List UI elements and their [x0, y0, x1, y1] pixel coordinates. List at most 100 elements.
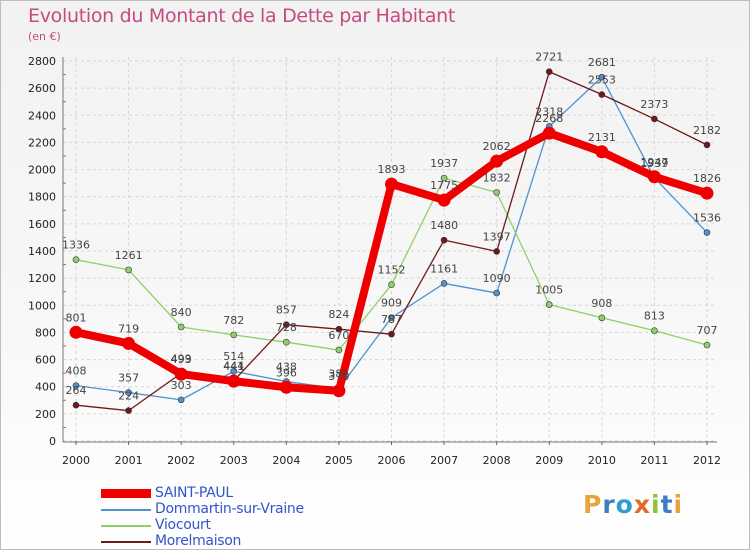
x-tick-label: 2004: [272, 454, 300, 467]
y-tick-label: 2800: [28, 55, 56, 68]
y-tick-label: 2600: [28, 82, 56, 95]
data-labels: 408 357 303 514 438 386 909 1161 1090 2318 2681 193…: [62, 51, 721, 403]
data-label-morelmaison: 2553: [588, 74, 616, 87]
data-point-viocourt: [335, 346, 343, 354]
data-point-viocourt: [545, 301, 553, 308]
x-tick-label: 2002: [167, 454, 195, 467]
data-label-morelmaison: 787: [381, 313, 402, 326]
data-label-dommartin-sur-vraine: 909: [381, 297, 402, 310]
data-label-viocourt: 707: [697, 324, 718, 337]
data-label-viocourt: 840: [171, 306, 192, 319]
x-tick-label: 2006: [378, 454, 406, 467]
data-label-viocourt: 1152: [378, 264, 406, 277]
logo-letter: o: [615, 490, 634, 519]
data-point-dommartin-sur-vraine: [388, 314, 395, 321]
data-label-saint-paul: 396: [276, 366, 297, 379]
legend-swatch: [101, 489, 151, 498]
data-label-viocourt: 1261: [115, 249, 143, 262]
y-tick-label: 1400: [28, 245, 56, 258]
data-label-morelmaison: 857: [276, 304, 297, 317]
data-point-morelmaison: [493, 248, 500, 255]
legend-label: Morelmaison: [155, 533, 242, 549]
legend-swatch: [101, 525, 151, 527]
x-tick-label: 2009: [535, 454, 563, 467]
data-label-saint-paul: 719: [118, 322, 139, 335]
data-label-viocourt: 908: [591, 297, 612, 310]
data-label-viocourt: 1336: [62, 239, 90, 252]
data-point-morelmaison: [651, 115, 658, 123]
y-tick-label: 800: [35, 326, 56, 339]
data-label-morelmaison: 2373: [640, 98, 668, 111]
logo-letter: r: [602, 490, 616, 519]
logo-letter: x: [633, 490, 651, 519]
data-label-saint-paul: 801: [66, 311, 87, 324]
legend-label: Dommartin-sur-Vraine: [155, 501, 304, 517]
data-point-dommartin-sur-vraine: [440, 280, 448, 287]
data-point-morelmaison: [72, 401, 80, 409]
data-label-dommartin-sur-vraine: 2318: [535, 105, 563, 118]
logo-letter: i: [651, 490, 661, 519]
data-point-saint-paul: [69, 325, 83, 339]
logo-letter: i: [673, 490, 684, 519]
data-label-dommartin-sur-vraine: 303: [171, 379, 192, 392]
data-point-viocourt: [72, 256, 80, 263]
data-label-saint-paul: 2268: [535, 112, 563, 125]
legend-swatch: [101, 541, 151, 543]
logo-letter: t: [660, 490, 674, 519]
y-tick-label: 2000: [28, 164, 56, 177]
data-label-morelmaison: 1397: [483, 230, 511, 243]
data-point-dommartin-sur-vraine: [230, 367, 238, 375]
legend-swatch: [101, 509, 151, 511]
data-label-morelmaison: 2182: [693, 124, 721, 137]
data-point-viocourt: [177, 323, 185, 331]
data-label-saint-paul: 2062: [483, 140, 511, 153]
data-point-viocourt: [388, 281, 395, 288]
data-point-viocourt: [493, 189, 500, 196]
data-label-saint-paul: 370: [328, 370, 349, 383]
y-tick-label: 600: [35, 354, 56, 367]
data-label-dommartin-sur-vraine: 1161: [430, 262, 458, 275]
data-point-morelmaison: [440, 236, 448, 244]
data-point-morelmaison: [388, 330, 395, 338]
y-tick-label: 400: [35, 381, 56, 394]
data-label-viocourt: 670: [328, 329, 349, 342]
data-point-dommartin-sur-vraine: [493, 289, 500, 297]
data-label-morelmaison: 264: [66, 384, 87, 397]
data-label-dommartin-sur-vraine: 1939: [640, 157, 668, 170]
data-point-saint-paul: [595, 145, 609, 159]
chart-title: Evolution du Montant de la Dette par Hab…: [28, 5, 456, 27]
x-tick-label: 2008: [483, 454, 511, 467]
y-tick-label: 200: [35, 408, 56, 421]
data-label-dommartin-sur-vraine: 386: [328, 368, 349, 381]
proxiti-logo: Proxiti: [583, 490, 683, 519]
data-label-morelmaison: 224: [118, 390, 139, 403]
y-tick-label: 1800: [28, 191, 56, 204]
data-label-dommartin-sur-vraine: 2681: [588, 56, 616, 69]
legend-label: SAINT-PAUL: [155, 485, 233, 501]
data-point-saint-paul: [647, 170, 661, 184]
data-point-morelmaison: [703, 141, 711, 149]
data-point-morelmaison: [283, 321, 290, 328]
data-label-dommartin-sur-vraine: 438: [276, 361, 297, 374]
data-label-dommartin-sur-vraine: 357: [118, 372, 139, 385]
data-label-viocourt: 1937: [430, 157, 458, 170]
x-axis: 2000 2001 2002 2003 2004 2005 2006 2007 2008 2009…: [62, 441, 721, 467]
data-label-saint-paul: 1826: [693, 172, 721, 185]
data-label-saint-paul: 2131: [588, 131, 616, 144]
x-tick-label: 2007: [430, 454, 458, 467]
data-point-saint-paul: [279, 380, 293, 394]
data-point-dommartin-sur-vraine: [177, 396, 185, 404]
data-point-dommartin-sur-vraine: [598, 73, 606, 81]
x-tick-label: 2005: [325, 454, 353, 467]
data-point-saint-paul: [542, 126, 556, 140]
data-label-saint-paul: 493: [171, 353, 192, 366]
data-label-saint-paul: 1947: [640, 156, 668, 169]
data-point-dommartin-sur-vraine: [72, 382, 80, 389]
logo-letter: P: [583, 490, 603, 519]
x-tick-label: 2012: [693, 454, 721, 467]
data-point-saint-paul: [174, 367, 188, 381]
y-tick-label: 0: [49, 435, 56, 448]
data-label-viocourt: 813: [644, 310, 665, 323]
data-point-viocourt: [125, 266, 132, 274]
